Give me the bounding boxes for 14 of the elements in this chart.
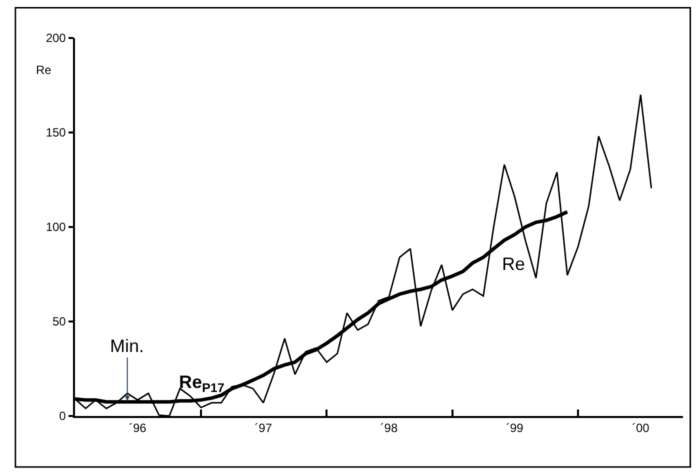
x-tick-label: ´96 — [128, 421, 147, 436]
y-axis-title: Re — [36, 63, 52, 77]
x-tick-label: ´97 — [254, 421, 272, 436]
y-tick-label: 50 — [52, 314, 66, 329]
series-label: Re — [502, 254, 526, 274]
y-tick-label: 100 — [46, 220, 66, 234]
x-tick-label: ´99 — [506, 421, 524, 436]
y-tick-label: 0 — [59, 409, 66, 424]
x-tick-label: ´00 — [632, 421, 650, 436]
y-tick-label: 200 — [46, 31, 66, 46]
annotation: Min. — [110, 336, 144, 356]
series-label: Re$_{P17}$ — [179, 372, 224, 395]
y-tick-label: 150 — [46, 126, 66, 140]
x-tick-label: ´98 — [380, 421, 398, 436]
